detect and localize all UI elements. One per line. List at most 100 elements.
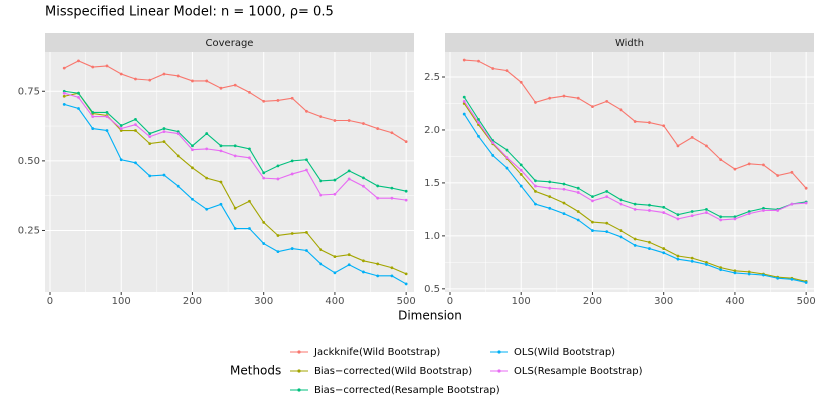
point [676,144,680,148]
x-tick-label: 500 [397,296,416,307]
point [548,195,552,199]
point [205,176,209,180]
point [233,154,237,158]
point [747,210,751,213]
point [276,164,280,168]
point [676,257,680,261]
point [562,212,566,216]
point [319,115,323,118]
point [705,207,708,211]
point [305,158,308,162]
point [333,271,337,275]
point [205,79,209,83]
point [605,230,609,234]
point [762,273,765,277]
point [162,127,166,130]
point [576,218,580,222]
point [347,263,351,267]
y-tick-label: 1.0 [424,231,440,242]
point [648,240,651,244]
point [376,184,380,188]
point [548,180,552,184]
point [633,202,637,206]
legend-key-point [297,369,301,373]
point [362,259,365,263]
strip [445,33,814,52]
point [790,170,794,174]
point [605,189,609,193]
legend-title: Methods [230,364,281,378]
point [134,161,137,165]
point [119,124,123,127]
point [176,74,180,78]
x-tick-label: 200 [583,296,602,307]
point [248,147,251,151]
x-tick-label: 300 [254,296,273,307]
point [305,109,308,113]
y-tick-label: 0.50 [18,156,40,167]
point [619,202,623,206]
point [77,91,80,95]
point [390,274,394,278]
point [376,262,380,266]
legend-key-point [497,350,501,354]
point [290,159,294,163]
point [519,80,523,84]
point [591,195,594,199]
point [219,86,223,90]
point [690,135,694,139]
point [719,158,723,162]
point [248,199,251,203]
legend-key-point [297,388,301,392]
point [347,119,351,122]
point [390,186,394,190]
point [747,162,751,166]
point [319,262,323,266]
x-tick-label: 400 [725,296,744,307]
point [105,111,109,114]
point [347,177,351,181]
point [633,207,637,211]
point [262,242,266,245]
point [462,99,466,103]
point [662,251,666,255]
x-tick-label: 0 [47,296,53,307]
point [591,229,594,232]
point [804,281,808,284]
point [376,196,380,200]
point [562,182,566,186]
point [62,94,66,98]
point [91,111,95,114]
point [633,237,637,241]
point [362,176,365,180]
point [376,274,380,278]
legend-label: OLS(Resample Bootstrap) [514,366,643,377]
point [747,270,751,274]
point [534,202,537,206]
x-tick-label: 100 [512,296,531,307]
point [676,213,680,217]
point [333,192,337,196]
point [462,112,466,116]
point [619,108,623,112]
point [747,212,751,216]
point [62,91,66,95]
point [262,171,266,175]
point [576,210,580,213]
point [248,90,251,94]
point [134,77,137,81]
point [248,227,251,230]
point [662,205,666,209]
point [105,129,109,132]
point [148,132,152,135]
point [148,142,152,146]
point [91,65,95,69]
point [62,102,66,106]
point [676,217,680,221]
point [290,247,294,250]
point [619,229,623,232]
point [534,179,537,183]
point [77,95,80,99]
point [276,250,280,254]
